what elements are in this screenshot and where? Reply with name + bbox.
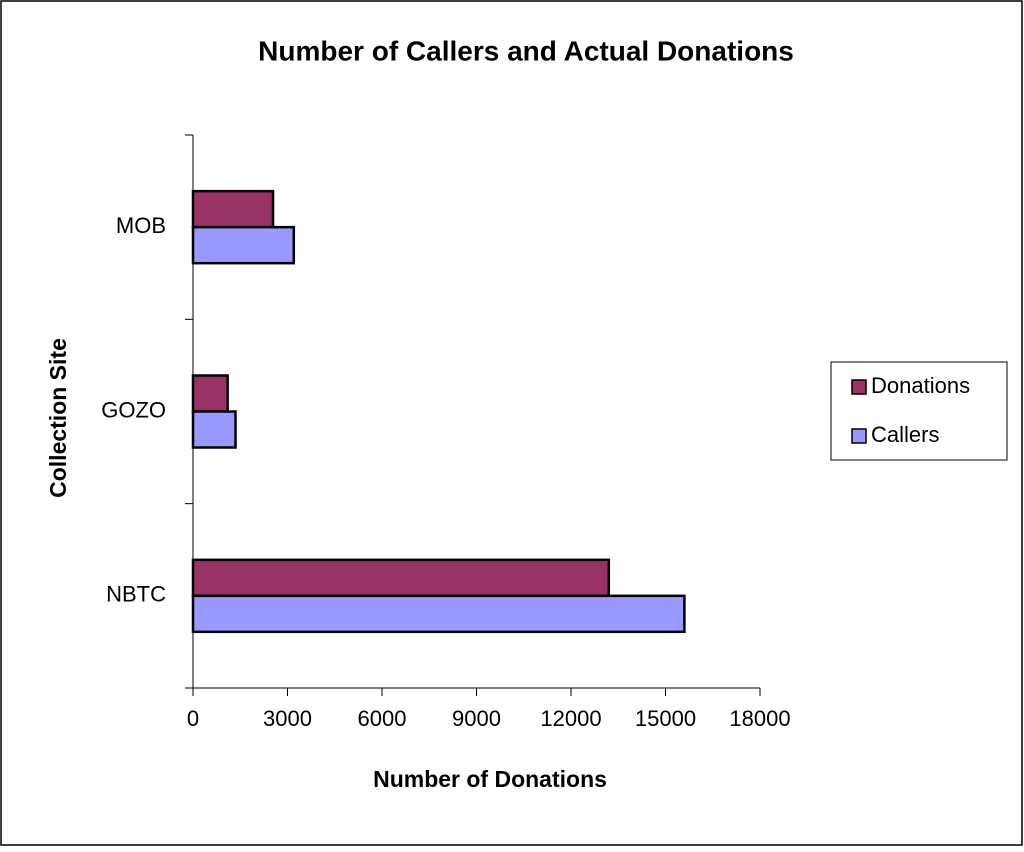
bar xyxy=(191,594,686,634)
legend-swatch xyxy=(851,428,867,444)
x-tick-label: 15000 xyxy=(635,706,696,731)
chart-title: Number of Callers and Actual Donations xyxy=(258,35,794,66)
legend-swatch xyxy=(851,379,867,395)
x-tick-label: 3000 xyxy=(263,706,312,731)
x-tick-label: 18000 xyxy=(729,706,790,731)
x-tick-label: 12000 xyxy=(540,706,601,731)
x-axis-title: Number of Donations xyxy=(373,766,607,792)
y-tick-label: NBTC xyxy=(106,582,166,607)
x-tick-label: 9000 xyxy=(452,706,501,731)
bar xyxy=(191,374,229,413)
bar xyxy=(191,225,296,265)
y-axis-title: Collection Site xyxy=(45,338,71,498)
x-tick-label: 0 xyxy=(187,706,199,731)
x-tick-label: 6000 xyxy=(358,706,407,731)
bar xyxy=(191,558,611,598)
bar xyxy=(191,189,275,229)
y-tick-label: MOB xyxy=(116,213,166,238)
y-tick-label: GOZO xyxy=(101,397,166,422)
legend-label: Callers xyxy=(871,422,939,447)
legend-label: Donations xyxy=(871,373,970,398)
bar xyxy=(191,410,237,449)
